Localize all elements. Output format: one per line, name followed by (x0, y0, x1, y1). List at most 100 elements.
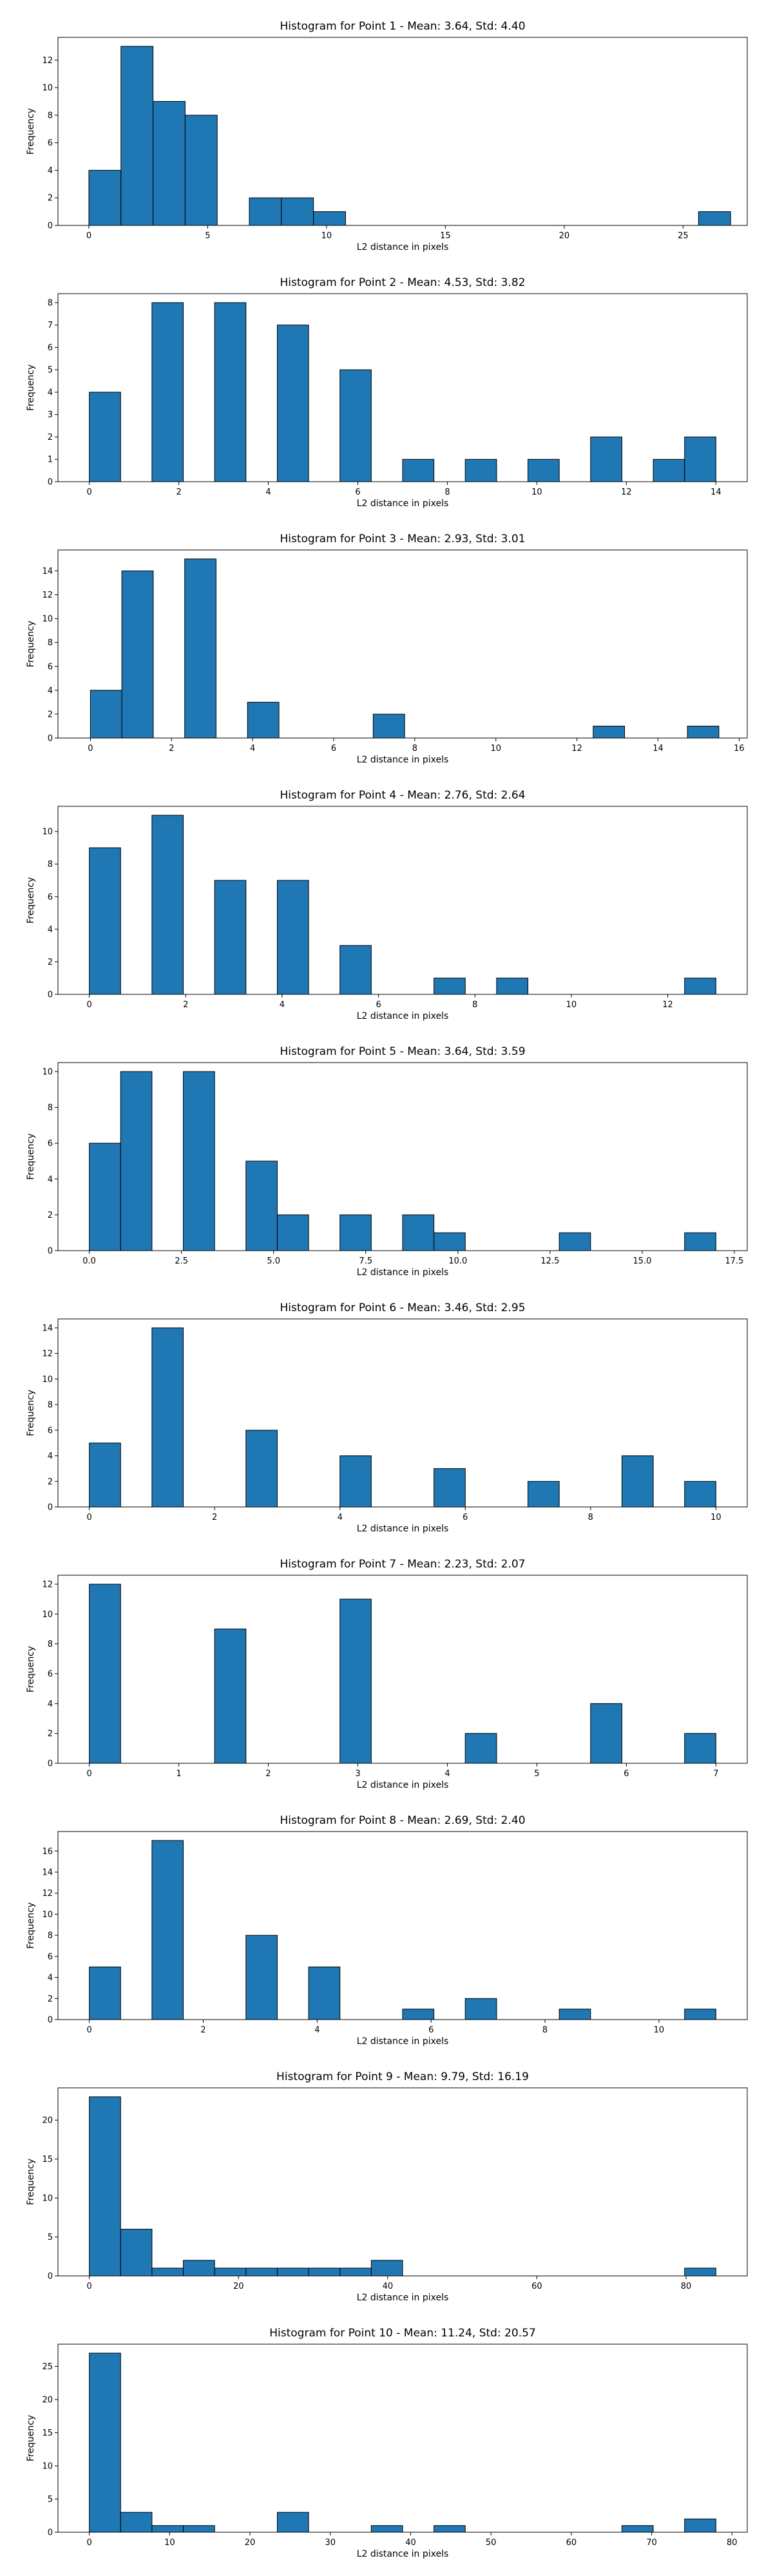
plot-frame (57, 1062, 748, 1251)
histogram-bar (370, 2525, 403, 2533)
histogram-bar (434, 978, 466, 995)
histogram-bar (276, 2512, 309, 2533)
y-tick-label: 8 (48, 1640, 53, 1649)
x-tick-label: 0 (86, 2282, 91, 2291)
x-axis-label: L2 distance in pixels (357, 1780, 449, 1790)
x-tick-label: 20 (559, 231, 570, 241)
histogram-bar (88, 169, 122, 226)
y-tick-label: 8 (48, 1931, 53, 1941)
x-tick-label: 70 (646, 2538, 657, 2548)
y-tick-label: 6 (48, 1952, 53, 1962)
y-tick-label: 6 (48, 893, 53, 902)
x-tick-label: 8 (412, 744, 417, 753)
x-tick-label: 12 (662, 1000, 673, 1010)
x-tick-label: 4 (314, 2025, 320, 2035)
histogram-bar (464, 1733, 497, 1764)
histogram-bar (214, 2268, 247, 2277)
histogram-bar (89, 847, 121, 995)
x-tick-label: 20 (245, 2538, 256, 2548)
histogram-bar (687, 725, 720, 739)
y-axis-label: Frequency (26, 108, 36, 155)
x-tick-label: 10 (654, 2025, 665, 2035)
histogram-bar (621, 1455, 654, 1508)
x-tick-label: 2 (169, 744, 174, 753)
y-tick-label: 4 (48, 388, 53, 397)
histogram-bar (313, 211, 346, 226)
histogram-bar (247, 701, 280, 739)
histogram-bar (245, 1160, 278, 1251)
histogram-bar (276, 1214, 309, 1251)
histogram-bar (528, 1481, 560, 1508)
x-tick-label: 10 (321, 231, 332, 241)
y-axis-label: Frequency (26, 1133, 36, 1180)
histogram-panel-3: Histogram for Point 3 - Mean: 2.93, Std:… (26, 533, 748, 765)
y-axis-label: Frequency (26, 2415, 36, 2461)
histogram-bar (684, 1481, 716, 1508)
x-tick-label: 0.0 (82, 1256, 96, 1266)
histogram-bar (151, 302, 184, 482)
y-tick-label: 2 (48, 1729, 53, 1739)
x-tick-label: 5 (534, 1769, 539, 1779)
y-tick-label: 4 (48, 1973, 53, 1983)
chart-title: Histogram for Point 9 - Mean: 9.79, Std:… (276, 2070, 529, 2083)
x-tick-label: 5 (205, 231, 210, 241)
histogram-bar (89, 392, 121, 482)
chart-title: Histogram for Point 6 - Mean: 3.46, Std:… (280, 1302, 525, 1314)
histogram-bar (402, 2009, 435, 2020)
histogram-bar (151, 2525, 184, 2533)
y-tick-label: 6 (48, 343, 53, 353)
histogram-panel-10: Histogram for Point 10 - Mean: 11.24, St… (26, 2327, 748, 2559)
x-tick-label: 80 (681, 2282, 692, 2291)
x-tick-label: 2 (183, 1000, 188, 1010)
chart-title: Histogram for Point 4 - Mean: 2.76, Std:… (280, 789, 525, 802)
x-axis-label: L2 distance in pixels (357, 498, 449, 509)
histogram-panel-7: Histogram for Point 7 - Mean: 2.23, Std:… (26, 1558, 748, 1790)
x-tick-label: 14 (711, 488, 721, 497)
y-tick-label: 6 (48, 1139, 53, 1149)
x-tick-label: 7 (713, 1769, 718, 1779)
plot-frame (57, 1575, 748, 1764)
x-axis-label: L2 distance in pixels (357, 2549, 449, 2559)
histogram-bar (496, 978, 529, 995)
y-tick-label: 4 (48, 925, 53, 934)
y-tick-label: 4 (48, 1452, 53, 1461)
x-tick-label: 0 (86, 231, 91, 241)
y-tick-label: 20 (42, 2116, 53, 2126)
x-tick-label: 0 (88, 744, 93, 753)
y-tick-label: 10 (42, 828, 53, 837)
histogram-bar (558, 1232, 591, 1251)
histogram-bar (184, 115, 218, 226)
x-axis-label: L2 distance in pixels (357, 2036, 449, 2047)
histogram-bar (339, 1455, 372, 1508)
histogram-bar (120, 1071, 153, 1251)
y-tick-label: 2 (48, 958, 53, 967)
x-tick-label: 2 (212, 1513, 217, 1522)
x-tick-label: 10 (164, 2538, 175, 2548)
histogram-bar (120, 46, 154, 226)
y-tick-label: 12 (42, 1580, 53, 1589)
chart-title: Histogram for Point 10 - Mean: 11.24, St… (269, 2327, 536, 2340)
y-tick-label: 0 (48, 1503, 53, 1513)
histogram-bar (558, 2009, 591, 2020)
histogram-bar (89, 1584, 121, 1764)
y-axis-label: Frequency (26, 1390, 36, 1436)
x-tick-label: 10 (490, 744, 501, 753)
histogram-bar (281, 197, 314, 226)
x-axis-label: L2 distance in pixels (357, 1267, 449, 1278)
chart-title: Histogram for Point 8 - Mean: 2.69, Std:… (280, 1814, 525, 1827)
y-tick-label: 2 (48, 1211, 53, 1220)
y-tick-label: 2 (48, 1994, 53, 2004)
y-tick-label: 6 (48, 1426, 53, 1435)
histogram-bar (245, 1935, 278, 2020)
x-tick-label: 40 (383, 2282, 394, 2291)
y-tick-label: 12 (42, 1889, 53, 1899)
histogram-bar (245, 2268, 278, 2277)
histogram-bar (684, 978, 716, 995)
y-tick-label: 10 (42, 1910, 53, 1920)
plot-frame (57, 549, 748, 739)
x-tick-label: 6 (355, 488, 360, 497)
x-tick-label: 2 (176, 488, 181, 497)
x-tick-label: 0 (86, 1000, 91, 1010)
histogram-bar (339, 369, 372, 482)
plot-frame (57, 1318, 748, 1508)
